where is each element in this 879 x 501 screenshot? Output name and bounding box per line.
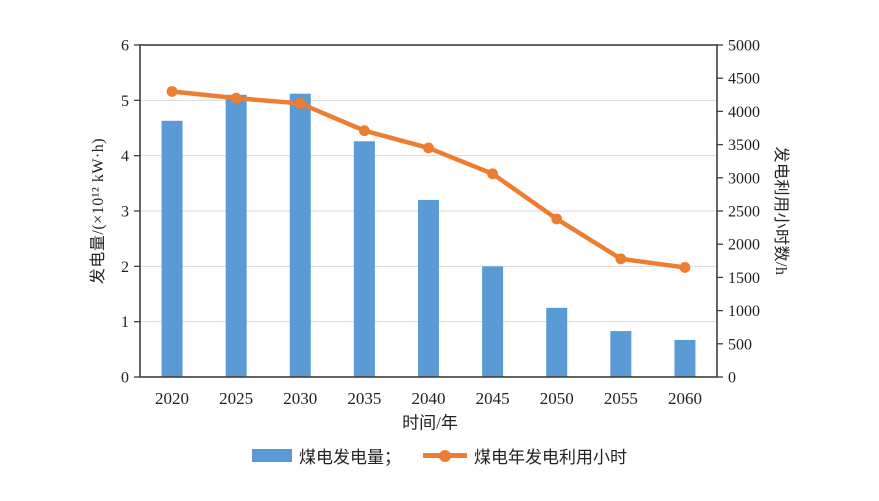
bar-2035 xyxy=(353,141,375,377)
right-axis-tick-label-500: 500 xyxy=(728,336,752,353)
line-marker-2040 xyxy=(423,142,434,154)
right-axis-tick-label-4000: 4000 xyxy=(728,104,760,121)
line-marker-2030 xyxy=(294,98,306,109)
line-marker-2045 xyxy=(487,168,499,180)
bar-2025 xyxy=(225,94,247,378)
bar-2050 xyxy=(546,307,568,377)
x-axis-title: 时间/年 xyxy=(402,413,458,433)
legend-line-marker-icon xyxy=(439,449,451,462)
x-tick-label-2055: 2055 xyxy=(604,389,638,408)
bar-2030 xyxy=(289,93,311,378)
x-tick-label-2040: 2040 xyxy=(412,389,446,408)
line-marker-2060 xyxy=(679,262,691,273)
left-axis-tick-label-2: 2 xyxy=(121,259,129,276)
legend-bar-label: 煤电发电量； xyxy=(299,448,401,467)
legend-bar-swatch xyxy=(252,449,292,462)
bar-2060 xyxy=(674,339,696,377)
right-axis-tick-label-5000: 5000 xyxy=(728,38,760,55)
x-tick-label-2060: 2060 xyxy=(668,389,702,408)
left-axis-tick-label-3: 3 xyxy=(121,204,129,221)
line-marker-2055 xyxy=(615,253,627,265)
line-marker-2035 xyxy=(358,125,370,137)
right-axis-tick-label-1000: 1000 xyxy=(728,303,760,320)
line-marker-2020 xyxy=(166,86,178,97)
legend-line-label: 煤电年发电利用小时 xyxy=(474,448,627,467)
right-axis-tick-label-4500: 4500 xyxy=(728,71,760,88)
x-tick-label-2025: 2025 xyxy=(219,389,253,408)
legend: 煤电发电量； 煤电年发电利用小时 xyxy=(0,443,879,468)
left-axis-title: 发电量/(×10¹² kW·h) xyxy=(90,137,107,285)
right-axis-tick-label-2000: 2000 xyxy=(728,237,760,254)
right-axis-tick-label-3500: 3500 xyxy=(728,137,760,154)
x-tick-label-2045: 2045 xyxy=(476,389,510,408)
right-axis-tick-label-0: 0 xyxy=(728,370,736,387)
right-axis-tick-label-1500: 1500 xyxy=(728,270,760,287)
left-axis-tick-label-1: 1 xyxy=(121,314,129,331)
bar-2045 xyxy=(482,266,504,377)
right-axis-tick-label-3000: 3000 xyxy=(728,170,760,187)
line-marker-2025 xyxy=(230,92,242,104)
left-axis-tick-label-0: 0 xyxy=(121,370,129,387)
left-axis-tick-label-6: 6 xyxy=(121,38,129,55)
bar-2020 xyxy=(161,120,183,377)
x-tick-label-2020: 2020 xyxy=(155,389,189,408)
x-tick-label-2050: 2050 xyxy=(540,389,574,408)
left-axis-tick-label-5: 5 xyxy=(121,93,129,110)
legend-line-swatch xyxy=(423,449,467,462)
x-tick-label-2035: 2035 xyxy=(347,389,381,408)
bar-2055 xyxy=(610,331,632,377)
line-marker-2050 xyxy=(551,213,563,225)
right-axis-tick-label-2500: 2500 xyxy=(728,204,760,221)
x-tick-label-2030: 2030 xyxy=(283,389,317,408)
left-axis-tick-label-4: 4 xyxy=(121,148,129,165)
right-axis-title: 发电利用小时数/h xyxy=(772,146,789,276)
bar-2040 xyxy=(418,199,439,377)
